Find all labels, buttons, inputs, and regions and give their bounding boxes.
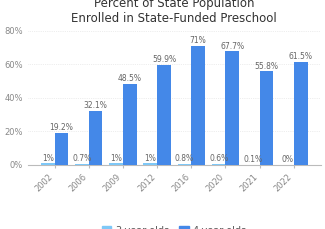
Bar xyxy=(41,163,55,165)
Text: 0.1%: 0.1% xyxy=(243,155,262,164)
Text: 48.5%: 48.5% xyxy=(118,74,142,83)
Text: 61.5%: 61.5% xyxy=(289,52,313,61)
Bar xyxy=(109,163,123,165)
Bar xyxy=(89,111,102,165)
Text: 19.2%: 19.2% xyxy=(49,123,73,132)
Bar xyxy=(123,84,136,165)
Bar xyxy=(226,52,239,165)
Text: 0.8%: 0.8% xyxy=(175,154,194,163)
Bar xyxy=(75,164,89,165)
Bar xyxy=(144,163,157,165)
Title: Percent of State Population
Enrolled in State-Funded Preschool: Percent of State Population Enrolled in … xyxy=(72,0,277,25)
Text: 0.7%: 0.7% xyxy=(72,154,92,163)
Text: 1%: 1% xyxy=(42,153,54,163)
Bar xyxy=(294,62,307,165)
Bar xyxy=(191,46,205,165)
Bar xyxy=(212,164,226,165)
Text: 0.6%: 0.6% xyxy=(209,154,228,163)
Text: 55.8%: 55.8% xyxy=(254,62,279,71)
Text: 59.9%: 59.9% xyxy=(152,55,176,64)
Text: 1%: 1% xyxy=(144,153,156,163)
Text: 0%: 0% xyxy=(281,155,293,164)
Bar xyxy=(260,71,273,165)
Text: 67.7%: 67.7% xyxy=(220,42,244,51)
Text: 1%: 1% xyxy=(110,153,122,163)
Text: 32.1%: 32.1% xyxy=(84,101,108,110)
Bar xyxy=(55,133,68,165)
Bar xyxy=(157,65,171,165)
Text: 71%: 71% xyxy=(190,36,206,45)
Legend: 3-year-olds, 4-year-olds: 3-year-olds, 4-year-olds xyxy=(98,222,251,229)
Bar xyxy=(178,164,191,165)
